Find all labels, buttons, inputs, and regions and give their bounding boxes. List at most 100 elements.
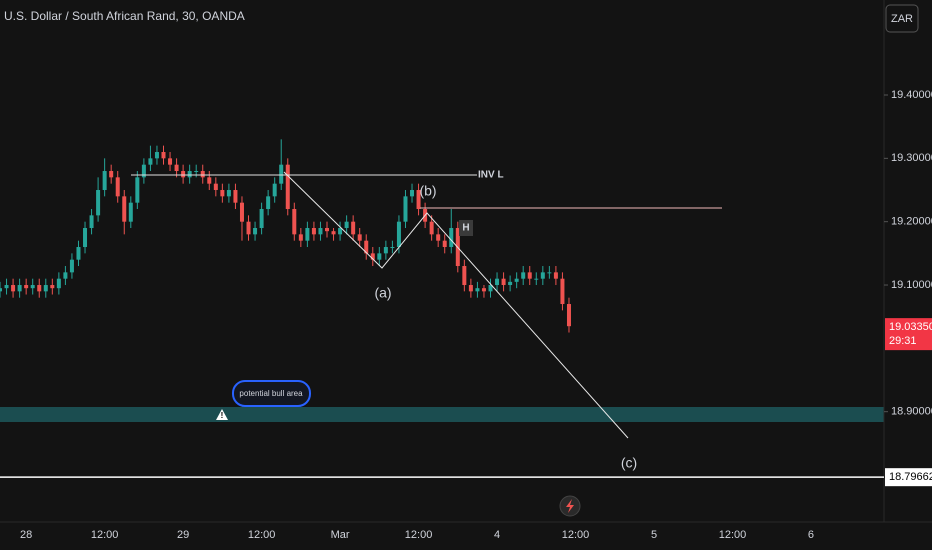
candle-body (305, 228, 310, 241)
x-tick-label: 28 (20, 529, 32, 541)
candle-body (292, 209, 297, 235)
candle-body (560, 278, 565, 305)
candle-body (370, 253, 375, 260)
candle-body (194, 171, 199, 173)
x-tick-label: 12:00 (562, 529, 590, 541)
currency[interactable]: ZAR (891, 13, 913, 25)
candle-body (69, 259, 74, 273)
candle-body (272, 183, 277, 197)
candle-body (521, 272, 526, 279)
candle-body (547, 272, 552, 274)
candle-body (122, 196, 127, 222)
candle-body (429, 221, 434, 235)
candle-body (364, 240, 369, 254)
candle-body (11, 285, 16, 292)
candle-body (135, 177, 140, 203)
candle-body (63, 272, 68, 279)
candle-body (298, 234, 303, 241)
candle-body (488, 285, 493, 292)
candle-body (325, 228, 329, 232)
price-line-tag (885, 468, 932, 487)
note-box[interactable] (232, 380, 311, 407)
current-price-label: 19.03350 (889, 321, 932, 333)
candle-body (351, 221, 356, 235)
candle-body (318, 228, 323, 235)
candle-body (481, 288, 486, 292)
h-label: H (462, 223, 469, 234)
candle-body (449, 228, 454, 248)
candle-body (109, 171, 114, 178)
candle-body (168, 158, 173, 165)
candle-body (83, 228, 88, 248)
wave-a: (a) (374, 285, 391, 301)
candle-body (181, 171, 186, 178)
candle-body (207, 177, 212, 184)
x-tick-label: 6 (808, 529, 814, 541)
candle-body (4, 285, 9, 289)
candle-body (495, 278, 500, 286)
candle-body (253, 228, 258, 235)
candle-body (17, 285, 22, 292)
y-tick-label: 19.30000 (891, 152, 932, 164)
candle-body (174, 164, 179, 172)
candle-body (102, 171, 107, 191)
candle-body (24, 285, 29, 289)
candle-body (226, 190, 231, 197)
candle-body (213, 183, 218, 191)
candle-body (383, 247, 388, 254)
warning-icon[interactable] (216, 409, 228, 420)
chart-title: U.S. Dollar / South African Rand, 30, OA… (4, 9, 245, 23)
candle-body (239, 202, 244, 222)
candle-body (154, 152, 159, 159)
currency-box[interactable] (885, 4, 919, 33)
candle-body (311, 228, 316, 235)
warning-mark: ! (221, 411, 224, 420)
note-text: potential bull area (239, 389, 303, 398)
bull-zone (0, 407, 884, 422)
candle-body (37, 285, 42, 292)
candle-body (115, 177, 120, 197)
x-tick-label: 12:00 (248, 529, 276, 541)
candle-body (534, 278, 539, 280)
candle-body (285, 164, 290, 210)
bolt (566, 499, 574, 513)
candle-body (148, 158, 153, 165)
candle-body (527, 272, 532, 279)
candle-body (76, 247, 81, 260)
wave-b: (b) (419, 183, 436, 199)
candle-body (56, 278, 61, 289)
candle-body (462, 266, 467, 286)
candle-body (357, 234, 362, 241)
candle-body (475, 288, 480, 292)
y-tick-label: 19.20000 (891, 216, 932, 228)
candle-body (331, 231, 336, 235)
candle-body (233, 190, 238, 203)
x-tick-label: 12:00 (91, 529, 119, 541)
candle-body (390, 247, 395, 249)
candle-body (200, 171, 205, 178)
candle-body (89, 215, 94, 229)
candle-body (187, 171, 192, 178)
candle-body (161, 152, 166, 159)
x-tick-label: 12:00 (719, 529, 747, 541)
candle-body (566, 304, 571, 327)
candle-body (436, 234, 441, 241)
candle-body (396, 221, 401, 248)
h-box (459, 220, 473, 236)
candle-body (43, 285, 48, 292)
candle-body (128, 202, 133, 222)
candle-body (279, 164, 284, 184)
candle-body (540, 272, 545, 279)
wave-c: (c) (621, 455, 637, 471)
candle-body (501, 278, 506, 286)
inv-label: INV L (478, 170, 504, 181)
y-tick-label: 19.10000 (891, 279, 932, 291)
y-tick-label: 18.90000 (891, 406, 932, 418)
x-tick-label: Mar (331, 529, 350, 541)
candle-body (514, 278, 519, 282)
countdown: 29:31 (889, 335, 917, 347)
candle-body (403, 196, 408, 222)
candle-body (338, 228, 343, 235)
candle-body (50, 285, 55, 289)
